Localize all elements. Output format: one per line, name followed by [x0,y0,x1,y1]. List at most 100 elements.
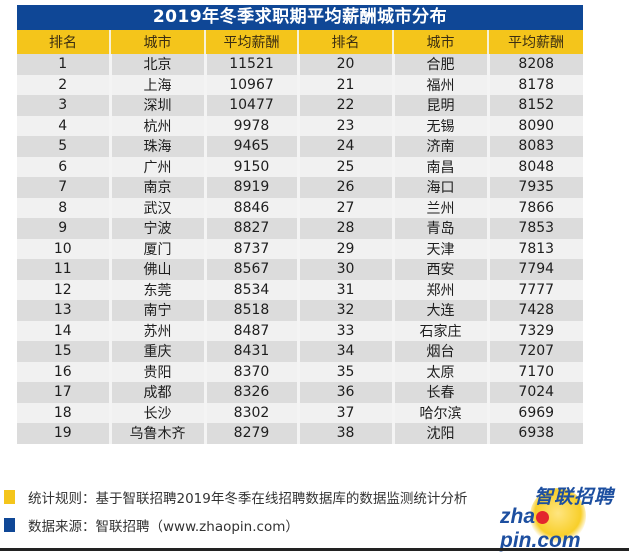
cell-salary: 8048 [488,156,583,177]
cell-rank: 33 [298,320,395,341]
table-row: 14 苏州 8487 33 石家庄 7329 [17,320,583,341]
cell-city: 青岛 [393,218,490,239]
cell-salary: 9465 [205,136,300,157]
cell-salary: 7853 [488,218,583,239]
cell-city: 天津 [393,238,490,259]
blue-square-icon [4,518,15,532]
cell-rank: 35 [298,361,395,382]
table-row: 15 重庆 8431 34 烟台 7207 [17,341,583,362]
cell-rank: 25 [298,156,395,177]
cell-rank: 34 [298,341,395,362]
cell-city: 济南 [393,136,490,157]
cell-rank: 6 [17,156,112,177]
table-title: 2019年冬季求职期平均薪酬城市分布 [17,5,583,30]
cell-salary: 8326 [205,382,300,403]
cell-city: 沈阳 [393,423,490,444]
cell-salary: 7329 [488,320,583,341]
cell-rank: 1 [17,54,112,75]
cell-rank: 30 [298,259,395,280]
table-row: 1 北京 11521 20 合肥 8208 [17,54,583,75]
cell-salary: 7428 [488,300,583,321]
cell-city: 石家庄 [393,320,490,341]
salary-table-container: 2019年冬季求职期平均薪酬城市分布 排名 城市 平均薪酬 排名 城市 平均薪酬… [17,5,583,444]
logo-en-text: zhapin.com [500,505,614,553]
cell-salary: 8090 [488,115,583,136]
cell-rank: 10 [17,238,112,259]
header-city: 城市 [393,30,489,54]
table-row: 3 深圳 10477 22 昆明 8152 [17,95,583,116]
table-row: 17 成都 8326 36 长春 7024 [17,382,583,403]
table-row: 5 珠海 9465 24 济南 8083 [17,136,583,157]
bottom-divider [0,548,629,551]
cell-salary: 8518 [205,300,300,321]
table-row: 4 杭州 9978 23 无锡 8090 [17,115,583,136]
cell-city: 南京 [110,177,207,198]
header-row: 排名 城市 平均薪酬 排名 城市 平均薪酬 [17,30,583,54]
cell-city: 烟台 [393,341,490,362]
cell-city: 北京 [110,54,207,75]
cell-rank: 31 [298,279,395,300]
table-row: 6 广州 9150 25 南昌 8048 [17,156,583,177]
cell-city: 太原 [393,361,490,382]
cell-rank: 14 [17,320,112,341]
cell-city: 郑州 [393,279,490,300]
table-row: 12 东莞 8534 31 郑州 7777 [17,279,583,300]
cell-city: 福州 [393,74,490,95]
cell-salary: 8919 [205,177,300,198]
cell-salary: 9978 [205,115,300,136]
cell-city: 合肥 [393,54,490,75]
cell-rank: 22 [298,95,395,116]
cell-city: 重庆 [110,341,207,362]
cell-salary: 7794 [488,259,583,280]
cell-rank: 5 [17,136,112,157]
cell-rank: 18 [17,402,112,423]
stat-rule-note: 统计规则：基于智联招聘2019年冬季在线招聘数据库的数据监测统计分析 [4,487,467,507]
cell-city: 海口 [393,177,490,198]
header-rank: 排名 [298,30,394,54]
salary-table: 排名 城市 平均薪酬 排名 城市 平均薪酬 1 北京 11521 20 合肥 8208 2 上… [17,30,583,444]
header-rank: 排名 [17,30,111,54]
cell-rank: 38 [298,423,395,444]
cell-rank: 21 [298,74,395,95]
cell-rank: 3 [17,95,112,116]
cell-rank: 23 [298,115,395,136]
cell-salary: 8737 [205,238,300,259]
cell-salary: 8370 [205,361,300,382]
cell-rank: 19 [17,423,112,444]
cell-salary: 7024 [488,382,583,403]
cell-rank: 8 [17,197,112,218]
cell-city: 东莞 [110,279,207,300]
cell-city: 长春 [393,382,490,403]
cell-city: 乌鲁木齐 [110,423,207,444]
data-source-text: 数据来源：智联招聘（www.zhaopin.com） [28,519,299,535]
table-row: 10 厦门 8737 29 天津 7813 [17,238,583,259]
cell-rank: 29 [298,238,395,259]
cell-salary: 7777 [488,279,583,300]
table-row: 18 长沙 8302 37 哈尔滨 6969 [17,402,583,423]
data-source-note: 数据来源：智联招聘（www.zhaopin.com） [4,515,299,535]
cell-city: 厦门 [110,238,207,259]
logo-cn-text: 智联招聘 [533,486,614,508]
cell-rank: 13 [17,300,112,321]
table-row: 19 乌鲁木齐 8279 38 沈阳 6938 [17,423,583,444]
cell-city: 苏州 [110,320,207,341]
cell-rank: 12 [17,279,112,300]
cell-rank: 32 [298,300,395,321]
cell-salary: 8152 [488,95,583,116]
table-row: 8 武汉 8846 27 兰州 7866 [17,197,583,218]
cell-city: 杭州 [110,115,207,136]
cell-city: 大连 [393,300,490,321]
cell-salary: 10477 [205,95,300,116]
cell-salary: 8827 [205,218,300,239]
cell-city: 哈尔滨 [393,402,490,423]
cell-salary: 6938 [488,423,583,444]
cell-salary: 7813 [488,238,583,259]
cell-rank: 2 [17,74,112,95]
cell-rank: 15 [17,341,112,362]
cell-city: 深圳 [110,95,207,116]
header-salary: 平均薪酬 [488,30,583,54]
cell-rank: 9 [17,218,112,239]
cell-city: 贵阳 [110,361,207,382]
cell-city: 长沙 [110,402,207,423]
cell-salary: 7207 [488,341,583,362]
